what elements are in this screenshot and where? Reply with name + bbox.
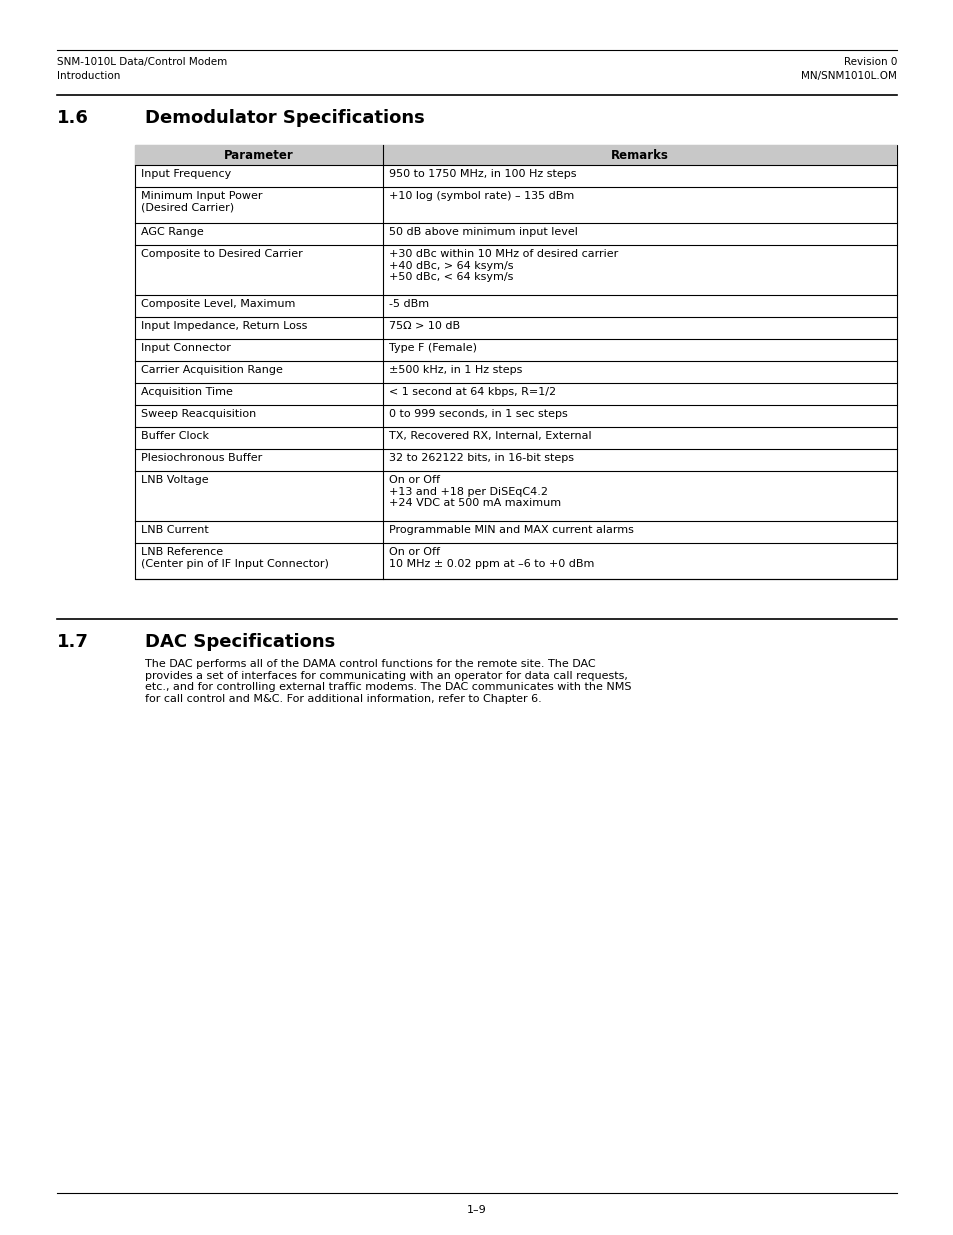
Text: On or Off
+13 and +18 per DiSEqC4.2
+24 VDC at 500 mA maximum: On or Off +13 and +18 per DiSEqC4.2 +24 … (389, 475, 560, 508)
Bar (135, 144, 896, 579)
Text: Carrier Acquisition Range: Carrier Acquisition Range (141, 366, 283, 375)
Text: LNB Voltage: LNB Voltage (141, 475, 209, 485)
Text: Input Frequency: Input Frequency (141, 169, 231, 179)
Text: 0 to 999 seconds, in 1 sec steps: 0 to 999 seconds, in 1 sec steps (389, 409, 567, 419)
Text: MN/SNM1010L.OM: MN/SNM1010L.OM (801, 70, 896, 82)
Text: Remarks: Remarks (611, 149, 668, 162)
Text: 75Ω > 10 dB: 75Ω > 10 dB (389, 321, 459, 331)
Text: 50 dB above minimum input level: 50 dB above minimum input level (389, 227, 578, 237)
Text: 1.6: 1.6 (57, 109, 89, 127)
Text: Plesiochronous Buffer: Plesiochronous Buffer (141, 453, 262, 463)
Text: Type F (Female): Type F (Female) (389, 343, 476, 353)
Text: Buffer Clock: Buffer Clock (141, 431, 209, 441)
Text: 1.7: 1.7 (57, 634, 89, 651)
Text: TX, Recovered RX, Internal, External: TX, Recovered RX, Internal, External (389, 431, 591, 441)
Text: Minimum Input Power
(Desired Carrier): Minimum Input Power (Desired Carrier) (141, 191, 262, 212)
Text: LNB Current: LNB Current (141, 525, 209, 535)
Text: 1–9: 1–9 (467, 1205, 486, 1215)
Text: Revision 0: Revision 0 (842, 57, 896, 67)
Text: On or Off
10 MHz ± 0.02 ppm at –6 to +0 dBm: On or Off 10 MHz ± 0.02 ppm at –6 to +0 … (389, 547, 594, 568)
Text: Programmable MIN and MAX current alarms: Programmable MIN and MAX current alarms (389, 525, 633, 535)
Text: -5 dBm: -5 dBm (389, 299, 429, 309)
Text: Parameter: Parameter (224, 149, 294, 162)
Text: Demodulator Specifications: Demodulator Specifications (145, 109, 424, 127)
Text: The DAC performs all of the DAMA control functions for the remote site. The DAC
: The DAC performs all of the DAMA control… (145, 659, 631, 704)
Text: 950 to 1750 MHz, in 100 Hz steps: 950 to 1750 MHz, in 100 Hz steps (389, 169, 576, 179)
Text: SNM-1010L Data/Control Modem: SNM-1010L Data/Control Modem (57, 57, 227, 67)
Text: LNB Reference
(Center pin of IF Input Connector): LNB Reference (Center pin of IF Input Co… (141, 547, 329, 568)
Text: 32 to 262122 bits, in 16-bit steps: 32 to 262122 bits, in 16-bit steps (389, 453, 574, 463)
Text: Acquisition Time: Acquisition Time (141, 387, 233, 396)
Text: AGC Range: AGC Range (141, 227, 204, 237)
Text: DAC Specifications: DAC Specifications (145, 634, 335, 651)
Text: Input Impedance, Return Loss: Input Impedance, Return Loss (141, 321, 307, 331)
Bar (135, 144, 896, 165)
Text: Input Connector: Input Connector (141, 343, 231, 353)
Text: Composite Level, Maximum: Composite Level, Maximum (141, 299, 295, 309)
Text: ±500 kHz, in 1 Hz steps: ±500 kHz, in 1 Hz steps (389, 366, 522, 375)
Text: Introduction: Introduction (57, 70, 120, 82)
Text: +10 log (symbol rate) – 135 dBm: +10 log (symbol rate) – 135 dBm (389, 191, 574, 201)
Text: Sweep Reacquisition: Sweep Reacquisition (141, 409, 256, 419)
Text: Composite to Desired Carrier: Composite to Desired Carrier (141, 249, 302, 259)
Text: +30 dBc within 10 MHz of desired carrier
+40 dBc, > 64 ksym/s
+50 dBc, < 64 ksym: +30 dBc within 10 MHz of desired carrier… (389, 249, 618, 283)
Text: < 1 second at 64 kbps, R=1/2: < 1 second at 64 kbps, R=1/2 (389, 387, 556, 396)
